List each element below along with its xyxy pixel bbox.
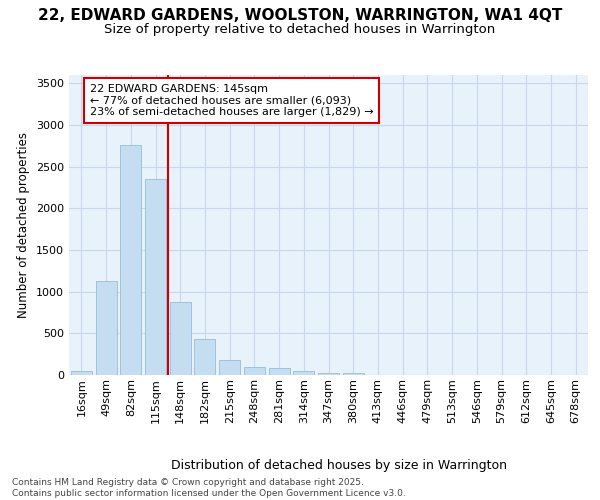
Text: Distribution of detached houses by size in Warrington: Distribution of detached houses by size … — [171, 460, 507, 472]
Bar — [219, 360, 240, 375]
Bar — [269, 368, 290, 375]
Bar — [318, 372, 339, 375]
Bar — [71, 371, 92, 375]
Bar — [293, 371, 314, 375]
Bar — [244, 366, 265, 375]
Text: 22, EDWARD GARDENS, WOOLSTON, WARRINGTON, WA1 4QT: 22, EDWARD GARDENS, WOOLSTON, WARRINGTON… — [38, 8, 562, 22]
Bar — [170, 302, 191, 375]
Bar — [95, 281, 116, 375]
Text: 22 EDWARD GARDENS: 145sqm
← 77% of detached houses are smaller (6,093)
23% of se: 22 EDWARD GARDENS: 145sqm ← 77% of detac… — [90, 84, 373, 117]
Text: Contains HM Land Registry data © Crown copyright and database right 2025.
Contai: Contains HM Land Registry data © Crown c… — [12, 478, 406, 498]
Bar — [343, 373, 364, 375]
Y-axis label: Number of detached properties: Number of detached properties — [17, 132, 31, 318]
Text: Size of property relative to detached houses in Warrington: Size of property relative to detached ho… — [104, 22, 496, 36]
Bar — [194, 339, 215, 375]
Bar — [145, 179, 166, 375]
Bar — [120, 145, 141, 375]
